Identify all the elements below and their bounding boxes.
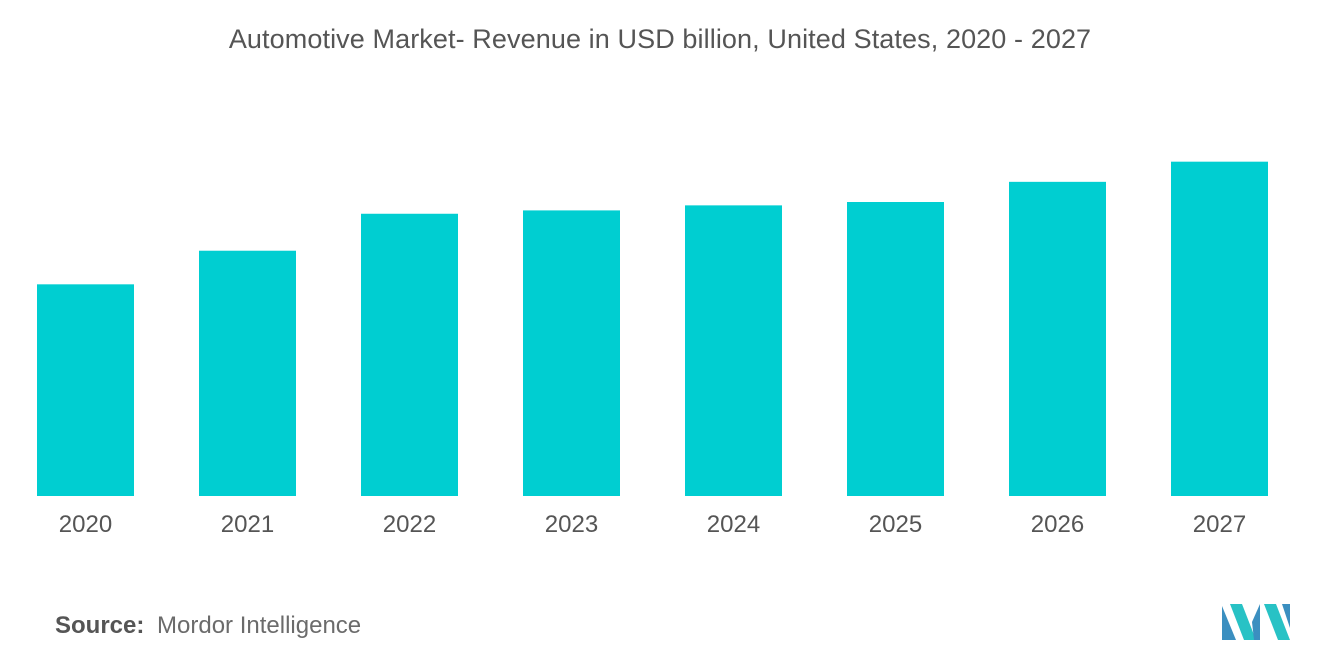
source-text: Mordor Intelligence xyxy=(157,612,362,639)
bar-2020 xyxy=(37,284,134,496)
bar-chart: 2020 2021 2022 2023 2024 2025 2026 2027 xyxy=(37,161,1268,538)
x-tick-label-2020: 2020 xyxy=(59,511,112,538)
x-tick-label-2023: 2023 xyxy=(545,511,598,538)
source-note: Source: Mordor Intelligence xyxy=(55,612,361,640)
source-label: Source: xyxy=(55,612,145,639)
x-tick-label-2021: 2021 xyxy=(221,511,274,538)
chart-title: Automotive Market- Revenue in USD billio… xyxy=(228,24,1092,54)
bar-2023 xyxy=(523,210,620,496)
mordor-intelligence-logo-icon xyxy=(1222,604,1290,640)
x-tick-label-2027: 2027 xyxy=(1193,511,1246,538)
x-tick-label-2025: 2025 xyxy=(869,511,922,538)
x-tick-label-2024: 2024 xyxy=(707,511,760,538)
bars-group xyxy=(37,161,1268,497)
bar-2022 xyxy=(361,213,458,496)
bar-2021 xyxy=(199,250,296,496)
bar-2024 xyxy=(685,205,782,497)
bar-2027 xyxy=(1171,161,1268,496)
x-tick-label-2026: 2026 xyxy=(1031,511,1084,538)
x-axis-tick-labels: 2020 2021 2022 2023 2024 2025 2026 2027 xyxy=(59,511,1246,538)
x-tick-label-2022: 2022 xyxy=(383,511,436,538)
bar-2025 xyxy=(847,202,944,496)
bar-2026 xyxy=(1009,181,1106,496)
